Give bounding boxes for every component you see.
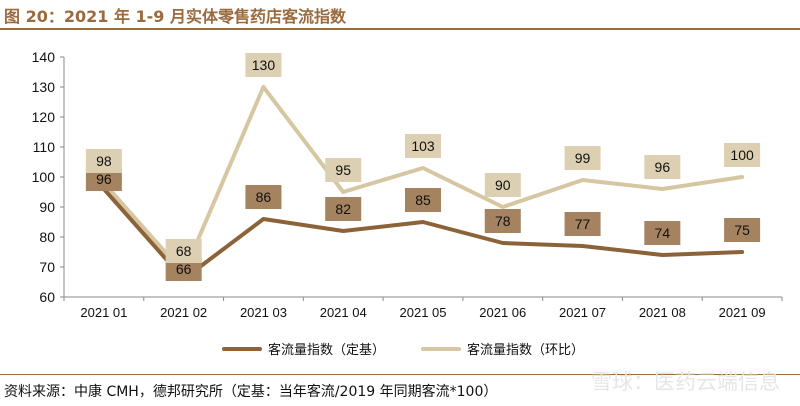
source-note: 资料来源：中康 CMH，德邦研究所（定基：当年客流/2019 年同期客流*100… — [4, 384, 498, 400]
x-tick-label: 2021 01 — [80, 305, 127, 320]
data-label-box — [405, 134, 441, 158]
data-label: 86 — [245, 185, 282, 209]
legend-entry: 客流量指数（定基） — [222, 342, 385, 358]
data-label-box — [165, 239, 202, 263]
y-tick-label: 140 — [32, 49, 56, 65]
y-tick-label: 80 — [39, 229, 55, 245]
data-label: 98 — [85, 149, 122, 173]
data-label-value: 66 — [176, 261, 192, 277]
data-label-value: 99 — [575, 150, 591, 166]
x-tick-label: 2021 05 — [400, 305, 447, 320]
data-label: 95 — [325, 158, 362, 182]
data-label-value: 75 — [734, 222, 750, 238]
x-tick-label: 2021 03 — [240, 305, 287, 320]
axes: 60 70 80 90 100 110 120 130 140 2021 01 2021 02 202… — [32, 49, 783, 320]
y-tick-label: 120 — [32, 109, 56, 125]
data-label: 103 — [405, 134, 441, 158]
data-label-box — [245, 185, 282, 209]
data-label: 96 — [644, 155, 681, 179]
data-label-value: 95 — [335, 162, 351, 178]
x-tick-label: 2021 07 — [559, 305, 606, 320]
x-tick-label: 2021 06 — [479, 305, 526, 320]
line-chart: 60 70 80 90 100 110 120 130 140 2021 01 2021 02 202… — [32, 49, 783, 358]
x-tick-label: 2021 09 — [719, 305, 766, 320]
data-label: 82 — [325, 197, 362, 221]
data-label-box — [325, 158, 362, 182]
data-label: 68 — [165, 239, 202, 263]
data-label-box — [245, 53, 282, 77]
y-tick-label: 110 — [33, 139, 56, 155]
data-label: 90 — [484, 173, 521, 197]
series-line — [101, 187, 745, 281]
chart-title: 图 20：2021 年 1-9 月实体零售药店客流指数 — [4, 7, 346, 26]
data-label: 78 — [484, 209, 521, 233]
title-divider — [0, 28, 800, 30]
data-label-value: 77 — [575, 216, 591, 232]
data-label-value: 78 — [495, 213, 511, 229]
data-label: 77 — [564, 212, 601, 236]
legend-label: 客流量指数（环比） — [467, 342, 584, 358]
data-label-box — [644, 221, 681, 245]
data-label-value: 82 — [335, 201, 351, 217]
legend-label: 客流量指数（定基） — [268, 342, 385, 358]
data-label-value: 90 — [495, 177, 511, 193]
data-label: 74 — [644, 221, 681, 245]
data-label-box — [484, 209, 521, 233]
legend-entry: 客流量指数（环比） — [421, 342, 584, 358]
data-label: 85 — [405, 188, 441, 212]
y-tick-label: 130 — [32, 79, 56, 95]
data-label-box — [484, 173, 521, 197]
data-label-value: 96 — [655, 159, 671, 175]
y-tick-label: 100 — [32, 169, 56, 185]
y-tick-label: 90 — [39, 199, 55, 215]
data-label-value: 96 — [96, 171, 112, 187]
data-label-value: 74 — [655, 225, 671, 241]
data-labels: 96 66 86 82 85 78 77 74 75 98 68 130 95 103 90 99 96 100 — [85, 53, 761, 281]
data-label-value: 103 — [411, 138, 435, 154]
data-label-value: 100 — [730, 147, 754, 163]
footer-divider — [0, 374, 800, 375]
y-tick-label: 60 — [39, 289, 55, 305]
data-label-box — [724, 218, 761, 242]
y-tick-label: 70 — [39, 259, 55, 275]
data-label-box — [724, 143, 761, 167]
watermark: 雪球：医药云端信息 — [591, 370, 780, 394]
data-label-box — [325, 197, 362, 221]
x-tick-label: 2021 04 — [320, 305, 367, 320]
series-lines — [101, 85, 745, 281]
data-label-box — [644, 155, 681, 179]
series-line — [101, 85, 745, 275]
legend: 客流量指数（定基） 客流量指数（环比） — [222, 342, 584, 358]
x-tick-label: 2021 02 — [160, 305, 207, 320]
data-label-box — [85, 149, 122, 173]
data-label-value: 98 — [96, 153, 112, 169]
data-label-value: 86 — [256, 189, 272, 205]
data-label-value: 130 — [252, 57, 276, 73]
data-label-box — [564, 146, 601, 170]
data-label-value: 85 — [415, 192, 431, 208]
data-label-value: 68 — [176, 243, 192, 259]
data-label-box — [405, 188, 441, 212]
data-label: 75 — [724, 218, 761, 242]
data-label: 130 — [245, 53, 282, 77]
data-label-box — [564, 212, 601, 236]
data-label: 99 — [564, 146, 601, 170]
data-label: 100 — [724, 143, 761, 167]
x-tick-label: 2021 08 — [639, 305, 686, 320]
